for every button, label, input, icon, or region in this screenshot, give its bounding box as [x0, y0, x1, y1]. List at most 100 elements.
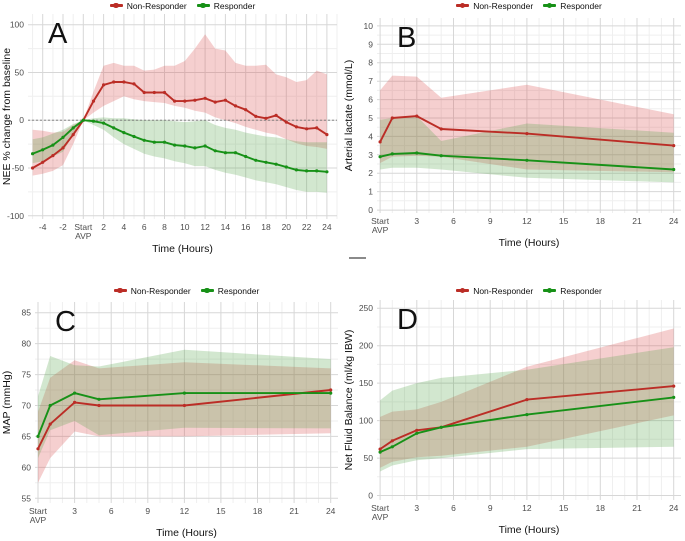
x-axis-title: Time (Hours): [152, 243, 213, 255]
legend: Non-Responder Responder: [377, 285, 681, 296]
legend-item-nonresponder: Non-Responder: [109, 1, 187, 11]
y-tick-labels: 0 1 2 3 4 5 6 7 8 9 10: [364, 21, 374, 215]
y-tick-labels: 55 60 65 70 75 80 85: [22, 308, 32, 504]
grid-minor: [377, 300, 681, 500]
svg-text:12: 12: [200, 222, 210, 232]
x-axis-title: Time (Hours): [156, 527, 217, 539]
svg-text:6: 6: [451, 503, 456, 513]
legend-key-icon: [196, 2, 210, 9]
svg-text:15: 15: [559, 503, 569, 513]
nonresponder-line: [379, 385, 674, 450]
svg-text:9: 9: [145, 506, 150, 516]
nonresponder-markers: [30, 80, 329, 170]
legend-label: Responder: [217, 285, 260, 296]
panel-a-nee-change: Non-Responder Responder -4 -2 Start AVP 2 4 6 8 10…: [0, 0, 342, 270]
svg-text:24: 24: [669, 503, 679, 513]
legend-label: Responder: [560, 0, 602, 11]
legend-item-responder: Responder: [200, 285, 260, 296]
svg-text:3: 3: [72, 506, 77, 516]
legend-label: Non-Responder: [473, 0, 534, 11]
responder-confidence-band: [32, 117, 327, 193]
svg-text:150: 150: [359, 378, 373, 388]
svg-text:-50: -50: [12, 163, 25, 173]
y-axis-title: NEE % change from baseline: [1, 48, 13, 185]
svg-text:16: 16: [241, 222, 251, 232]
svg-text:9: 9: [368, 39, 373, 49]
legend: Non-Responder Responder: [35, 285, 338, 296]
svg-text:200: 200: [359, 341, 373, 351]
panel-d-net-fluid-balance: Non-Responder Responder Start AVP 3 6 9 12 15 18 2…: [342, 270, 685, 541]
svg-text:80: 80: [22, 339, 32, 349]
panel-letter-c: C: [55, 306, 76, 338]
grid-minor: [377, 18, 681, 213]
svg-text:55: 55: [22, 493, 32, 503]
panel-c-map: Non-Responder Responder Start AVP 3 6 9 12 15 18 2…: [0, 270, 342, 541]
svg-text:-2: -2: [59, 222, 67, 232]
svg-text:75: 75: [22, 370, 32, 380]
svg-text:8: 8: [368, 58, 373, 68]
legend-key-icon: [543, 287, 557, 294]
nonresponder-confidence-band: [380, 75, 674, 173]
svg-text:24: 24: [322, 222, 332, 232]
legend-key-icon: [113, 287, 127, 294]
svg-text:6: 6: [109, 506, 114, 516]
svg-text:7: 7: [368, 76, 373, 86]
legend-label: Responder: [213, 0, 256, 11]
svg-text:12: 12: [522, 216, 532, 226]
svg-text:6: 6: [451, 216, 456, 226]
svg-text:15: 15: [559, 216, 569, 226]
legend-key-icon: [109, 2, 123, 9]
svg-text:6: 6: [368, 95, 373, 105]
svg-text:65: 65: [22, 431, 32, 441]
legend-key-icon: [456, 2, 470, 9]
legend-key-icon: [456, 287, 470, 294]
legend-label: Responder: [560, 285, 602, 296]
panel-letter-a: A: [48, 18, 68, 50]
svg-text:0: 0: [19, 115, 24, 125]
svg-text:0: 0: [368, 205, 373, 215]
chart-d: Start AVP 3 6 9 12 15 18 21 24 0 50 100 150 200 250 Time…: [343, 300, 681, 536]
responder-confidence-band: [380, 347, 674, 472]
nonresponder-confidence-band: [32, 34, 327, 176]
svg-text:10: 10: [180, 222, 190, 232]
chart-c: Start AVP 3 6 9 12 15 18 21 24 55 60 65 70 75 80 85 Time …: [1, 302, 338, 539]
svg-text:12: 12: [180, 506, 190, 516]
legend-label: Non-Responder: [130, 285, 191, 296]
y-tick-labels: -100 -50 0 50 100: [7, 20, 24, 221]
svg-text:50: 50: [15, 68, 25, 78]
svg-text:20: 20: [282, 222, 292, 232]
svg-text:18: 18: [253, 506, 263, 516]
svg-text:85: 85: [22, 308, 32, 318]
svg-text:18: 18: [261, 222, 271, 232]
nonresponder-line: [37, 389, 331, 450]
svg-text:24: 24: [669, 216, 679, 226]
legend: Non-Responder Responder: [377, 0, 681, 11]
svg-text:22: 22: [302, 222, 312, 232]
legend-key-icon: [200, 287, 214, 294]
svg-text:12: 12: [522, 503, 532, 513]
svg-text:100: 100: [359, 416, 373, 426]
legend-key-icon: [543, 2, 557, 9]
nonresponder-line: [379, 115, 674, 147]
svg-text:2: 2: [101, 222, 106, 232]
svg-text:0: 0: [368, 491, 373, 501]
x-tick-labels: Start AVP 3 6 9 12 15 18 21 24: [29, 506, 336, 525]
nonresponder-markers: [378, 114, 676, 148]
y-axis-title: Net Fluid Balance (ml/kg IBW): [343, 330, 355, 471]
x-tick-labels: Start AVP 3 6 9 12 15 18 21 24: [371, 503, 679, 522]
svg-text:2: 2: [368, 168, 373, 178]
svg-text:21: 21: [632, 216, 642, 226]
responder-line: [379, 396, 674, 453]
svg-text:50: 50: [364, 453, 374, 463]
legend: Non-Responder Responder: [28, 0, 337, 11]
svg-text:15: 15: [216, 506, 226, 516]
responder-markers: [36, 391, 333, 438]
svg-text:3: 3: [414, 216, 419, 226]
svg-text:-100: -100: [7, 211, 24, 221]
svg-text:18: 18: [596, 216, 606, 226]
